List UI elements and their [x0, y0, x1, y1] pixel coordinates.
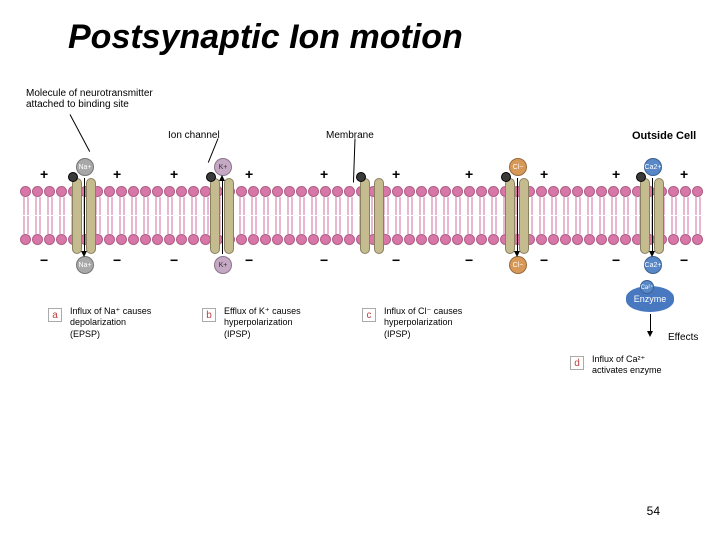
ion-k-bottom: K+ [214, 256, 232, 274]
ca-ion-on-enzyme: Ca²⁺ [640, 280, 654, 294]
panel-caption-b: Efflux of K⁺ causes hyperpolarization (I… [224, 306, 344, 340]
minus-sign: − [320, 252, 328, 268]
ion-ca-bottom: Ca2+ [644, 256, 662, 274]
minus-sign: − [465, 252, 473, 268]
ion-flow-arrow-1 [222, 180, 223, 254]
plus-sign: + [392, 166, 400, 182]
minus-sign: − [540, 252, 548, 268]
membrane-diagram: Molecule of neurotransmitter attached to… [20, 100, 700, 400]
plus-sign: + [465, 166, 473, 182]
minus-sign: − [245, 252, 253, 268]
minus-sign: − [170, 252, 178, 268]
ion-k-top: K+ [214, 158, 232, 176]
ion-flow-arrow-4 [652, 178, 653, 252]
callout-ion-channel: Ion channel [168, 130, 220, 141]
enzyme-effects-arrow [650, 314, 651, 332]
panel-letter-a: a [48, 308, 62, 322]
ion-na-top: Na+ [76, 158, 94, 176]
ion-channel-4 [640, 178, 666, 254]
minus-sign: − [612, 252, 620, 268]
panel-caption-d: Influx of Ca²⁺ activates enzyme [592, 354, 712, 377]
plus-sign: + [40, 166, 48, 182]
enzyme-label: Enzyme [634, 294, 667, 304]
callout-neurotransmitter: Molecule of neurotransmitter attached to… [26, 88, 153, 110]
panel-caption-c: Influx of Cl⁻ causes hyperpolarization (… [384, 306, 504, 340]
plus-sign: + [245, 166, 253, 182]
ion-cl-bottom: Cl− [509, 256, 527, 274]
ion-na-bottom: Na+ [76, 256, 94, 274]
ion-cl-top: Cl− [509, 158, 527, 176]
plus-sign: + [113, 166, 121, 182]
panel-letter-c: c [362, 308, 376, 322]
panel-caption-a: Influx of Na⁺ causes depolarization (EPS… [70, 306, 190, 340]
minus-sign: − [40, 252, 48, 268]
page-number: 54 [647, 504, 660, 518]
minus-sign: − [392, 252, 400, 268]
label-outside-cell: Outside Cell [632, 130, 696, 142]
minus-sign: − [113, 252, 121, 268]
plus-sign: + [540, 166, 548, 182]
slide-title: Postsynaptic Ion motion [68, 18, 463, 57]
plus-sign: + [680, 166, 688, 182]
plus-sign: + [320, 166, 328, 182]
ion-channel-3 [505, 178, 531, 254]
ion-channel-2 [360, 178, 386, 254]
minus-sign: − [680, 252, 688, 268]
ion-channel-0 [72, 178, 98, 254]
plus-sign: + [170, 166, 178, 182]
plus-sign: + [612, 166, 620, 182]
effects-label: Effects [668, 332, 698, 343]
callout-membrane: Membrane [326, 130, 374, 141]
ion-channel-1 [210, 178, 236, 254]
panel-letter-b: b [202, 308, 216, 322]
callout-line [70, 114, 91, 152]
ion-flow-arrow-0 [84, 178, 85, 252]
ion-flow-arrow-3 [517, 178, 518, 252]
panel-letter-d: d [570, 356, 584, 370]
ion-ca-top: Ca2+ [644, 158, 662, 176]
